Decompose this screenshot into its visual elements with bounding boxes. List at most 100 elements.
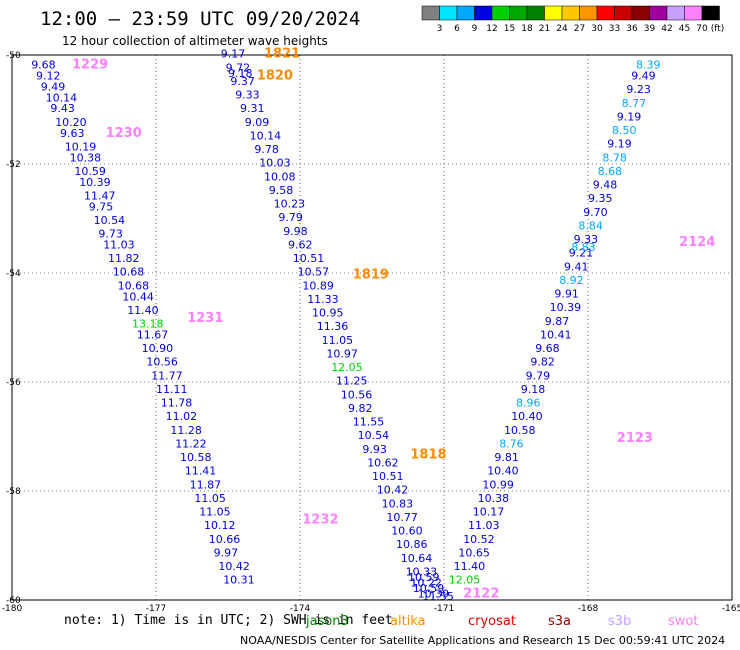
wave-height-point: 9.72 (226, 61, 251, 74)
wave-height-point: 10.66 (209, 533, 241, 546)
wave-height-point: 10.83 (382, 497, 414, 510)
wave-height-point: 10.51 (372, 470, 404, 483)
wave-height-point: 11.47 (84, 189, 116, 202)
wave-height-point: 9.68 (31, 59, 56, 72)
colorbar-swatch (544, 5, 563, 21)
wave-height-point: 9.73 (98, 228, 123, 241)
colorbar-tick: 9 (472, 24, 478, 34)
legend-entry: s3b (608, 614, 631, 629)
colorbar-tick: 27 (574, 24, 585, 34)
colorbar-swatch (684, 5, 703, 21)
wave-height-point: 11.22 (175, 437, 207, 450)
colorbar-swatch (509, 5, 528, 21)
wave-height-point: 10.03 (259, 157, 291, 170)
colorbar-swatch (631, 5, 650, 21)
chart-title: 12:00 – 23:59 UTC 09/20/2024 (40, 8, 361, 30)
wave-height-point: 10.41 (540, 328, 572, 341)
wave-height-point: 10.64 (401, 552, 433, 565)
wave-height-point: 8.77 (622, 97, 647, 110)
colorbar-tick: 24 (556, 24, 568, 34)
colorbar-tick: 6 (454, 24, 460, 34)
wave-height-point: 10.90 (142, 342, 174, 355)
time-label: 1820 (257, 69, 293, 84)
wave-height-point: 10.39 (550, 301, 582, 314)
wave-height-point: 9.79 (278, 211, 303, 224)
wave-height-point: 10.68 (118, 279, 150, 292)
y-tick-label: -56 (6, 378, 21, 388)
wave-height-point: 10.31 (223, 574, 255, 587)
wave-height-point: 12.05 (449, 574, 481, 587)
wave-height-point: 10.42 (377, 484, 409, 497)
wave-height-point: 11.55 (353, 416, 385, 429)
wave-height-point: 12.05 (331, 361, 363, 374)
wave-height-point: 9.82 (530, 356, 555, 369)
wave-height-point: 9.19 (617, 110, 642, 123)
wave-height-point: 9.49 (631, 70, 656, 83)
wave-height-point: 9.87 (545, 315, 570, 328)
wave-height-point: 10.14 (250, 129, 282, 142)
wave-height-point: 11.55 (422, 590, 454, 603)
wave-height-point: 10.39 (79, 176, 111, 189)
wave-height-point: 11.11 (156, 383, 188, 396)
time-label: 2123 (617, 431, 653, 446)
wave-height-point: 10.59 (413, 582, 445, 595)
wave-height-point: 11.36 (317, 320, 349, 333)
y-tick-label: -54 (6, 269, 21, 279)
colorbar-tick: 18 (521, 24, 533, 34)
wave-height-point: 9.58 (269, 184, 294, 197)
colorbar-swatch (526, 5, 545, 21)
wave-height-point: 11.28 (170, 424, 202, 437)
wave-height-point: 11.77 (151, 369, 183, 382)
wave-height-point: 8.92 (559, 274, 584, 287)
colorbar-swatch (614, 5, 633, 21)
wave-height-point: 9.93 (362, 443, 387, 456)
wave-height-point: 10.38 (478, 492, 510, 505)
time-label: 1232 (302, 513, 338, 528)
wave-height-point: 9.17 (221, 48, 246, 61)
wave-height-point: 10.59 (408, 571, 440, 584)
wave-height-point: 9.19 (607, 138, 632, 151)
colorbar-tick: 21 (539, 24, 550, 34)
wave-height-point: 10.08 (264, 170, 296, 183)
wave-height-point: 10.38 (70, 151, 102, 164)
wave-height-point: 10.86 (396, 538, 428, 551)
wave-height-point: 10.97 (326, 347, 358, 360)
time-labels: 1229 1230 1231 1232 1821 1820 1819 1818 2122 2123… (72, 47, 715, 602)
wave-height-point: 10.14 (46, 91, 78, 104)
wave-height-point: 9.33 (235, 89, 260, 102)
wave-height-point: 10.68 (113, 266, 145, 279)
wave-height-point: 10.89 (302, 279, 334, 292)
x-tick-label: -171 (434, 604, 454, 614)
wave-height-point: 9.35 (588, 192, 613, 205)
wave-height-point: 9.49 (41, 80, 66, 93)
colorbar-swatch (439, 5, 458, 21)
colorbar-tick: 15 (504, 24, 515, 34)
wave-height-point: 11.05 (194, 492, 226, 505)
colorbar-tick: 39 (644, 24, 656, 34)
wave-height-point: 10.39 (418, 587, 450, 600)
time-label: 1230 (106, 126, 142, 141)
wave-height-point: 8.68 (598, 165, 623, 178)
colorbar-tick: 42 (661, 24, 672, 34)
colorbar-swatch (456, 5, 475, 21)
wave-height-point: 10.56 (146, 356, 178, 369)
x-tick-label: -174 (290, 604, 311, 614)
wave-height-point: 11.67 (137, 328, 169, 341)
wave-height-point: 9.98 (283, 225, 308, 238)
time-label: 1818 (410, 447, 446, 462)
wave-height-point: 9.97 (214, 546, 239, 559)
x-tick-label: -180 (2, 604, 23, 614)
x-tick-label: -177 (146, 604, 166, 614)
wave-height-point: 10.22 (410, 576, 442, 589)
plot-frame (11, 54, 733, 601)
legend-entry: s3a (548, 614, 571, 629)
wave-height-point: 11.02 (166, 410, 198, 423)
wave-height-point: 9.18 (521, 383, 546, 396)
wave-height-point: 11.05 (199, 506, 231, 519)
wave-height-point: 9.78 (254, 143, 279, 156)
wave-height-point: 9.09 (245, 116, 269, 129)
wave-height-point: 11.05 (322, 334, 354, 347)
colorbar-swatch (649, 5, 668, 21)
legend-entry: jason3 (305, 614, 349, 629)
